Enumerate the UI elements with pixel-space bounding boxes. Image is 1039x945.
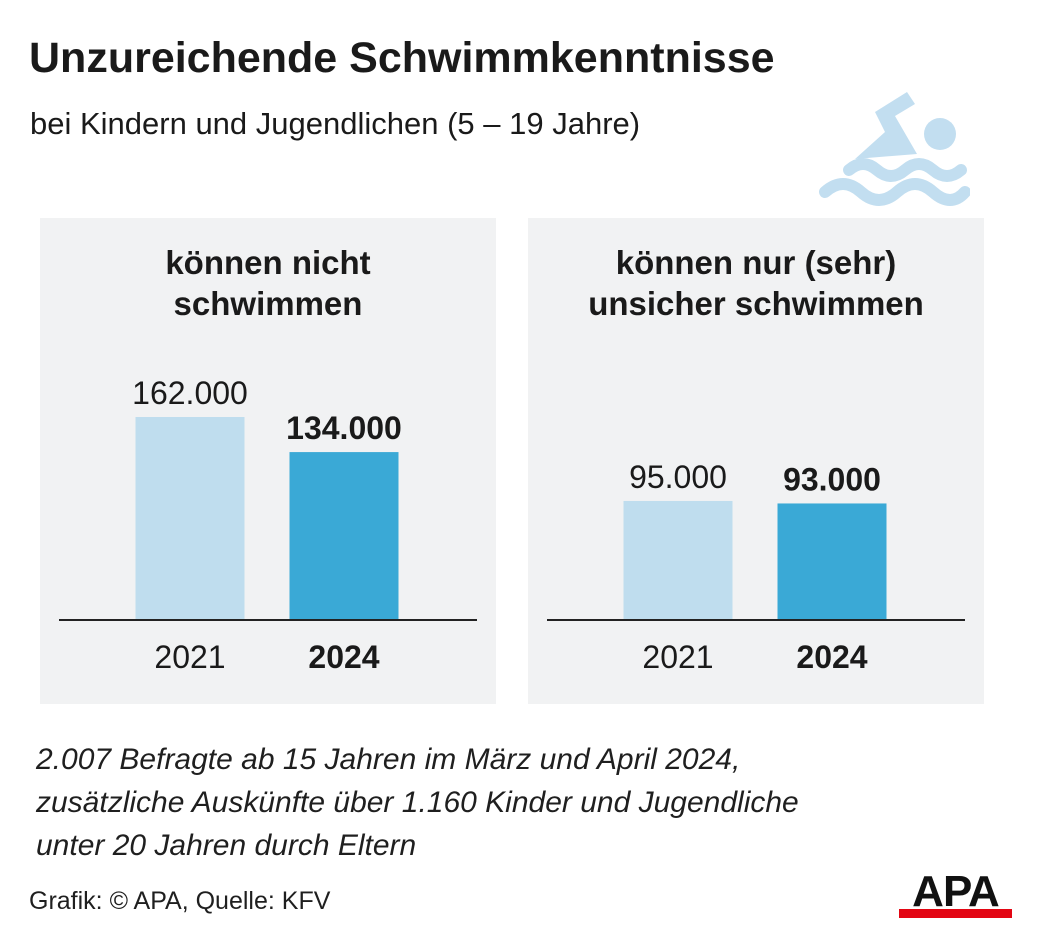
category-label: 2021: [642, 639, 713, 675]
bar-2024: [289, 452, 399, 620]
category-label: 2024: [308, 639, 379, 675]
value-label: 95.000: [629, 459, 727, 495]
apa-logo-bar: [899, 909, 1012, 918]
source-credit: Grafik: © APA, Quelle: KFV: [29, 887, 331, 915]
panel-unsure-swim: können nur (sehr) unsicher schwimmen 95.…: [528, 218, 984, 704]
bar-chart-unsure-swim: 95.000 2021 93.000 2024: [547, 459, 965, 675]
bar-chart-cannot-swim: 162.000 2021 134.000 2024: [59, 375, 477, 675]
bar-2021: [623, 500, 733, 620]
bar-2024: [777, 503, 887, 620]
value-label: 93.000: [783, 461, 881, 497]
chart-subtitle: bei Kindern und Jugendlichen (5 – 19 Jah…: [30, 106, 641, 141]
category-label: 2021: [154, 639, 225, 675]
chart-title: Unzureichende Schwimmkenntnisse: [29, 34, 775, 82]
apa-logo: APA: [899, 867, 1012, 918]
swimmer-icon: [819, 92, 970, 206]
bar-2021: [135, 417, 245, 620]
panel-title: können nicht schwimmen: [165, 244, 371, 322]
category-label: 2024: [796, 639, 867, 675]
panel-cannot-swim: können nicht schwimmen 162.000 2021 134.00…: [40, 218, 496, 704]
survey-note: 2.007 Befragte ab 15 Jahren im März und …: [36, 743, 799, 862]
apa-logo-text: APA: [912, 867, 1000, 916]
value-label: 134.000: [286, 410, 402, 446]
panel-title: können nur (sehr) unsicher schwimmen: [588, 244, 924, 322]
value-label: 162.000: [132, 375, 248, 411]
